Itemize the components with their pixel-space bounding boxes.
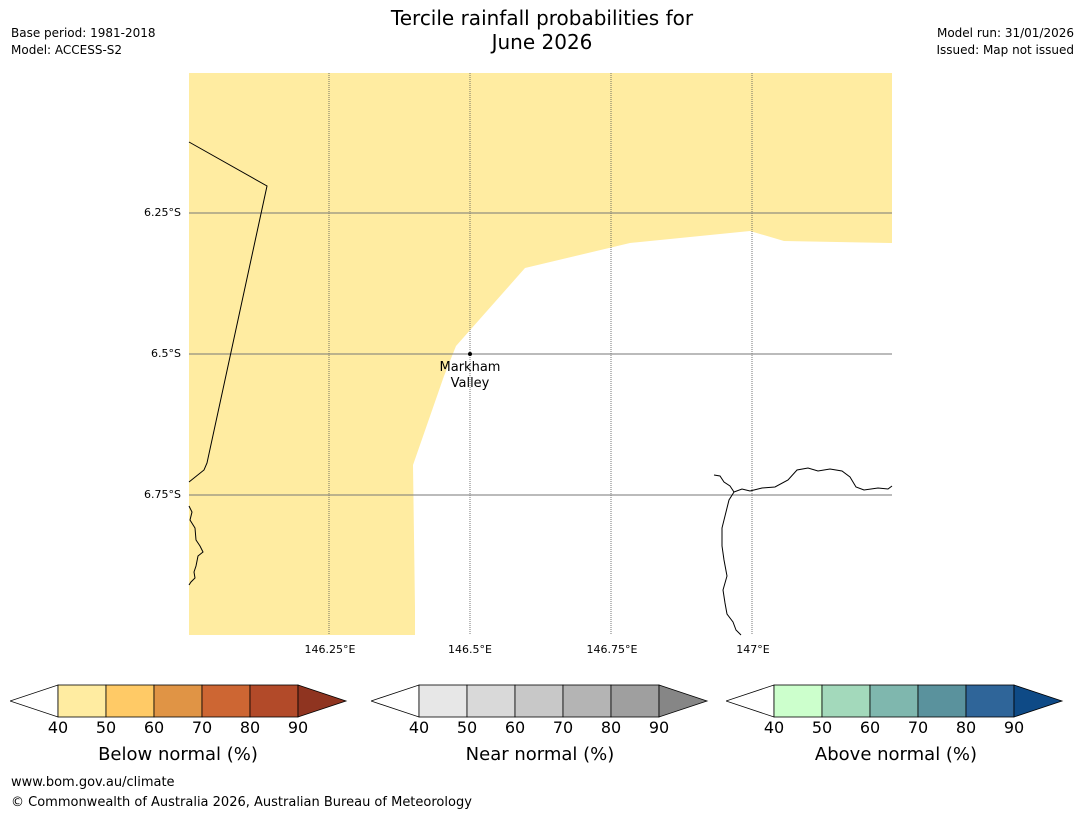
- legend-near-normal-bar: [371, 684, 709, 718]
- legend-above-normal-bar: [726, 684, 1064, 718]
- lon-label-146-25e: 146.25°E: [304, 643, 356, 656]
- model-run-text: Model run: 31/01/2026: [936, 26, 1074, 40]
- footer-url[interactable]: www.bom.gov.au/climate: [11, 775, 175, 790]
- legend-tick-label: 70: [907, 718, 929, 737]
- legend-tick-label: 80: [239, 718, 261, 737]
- coastline-east: [713, 467, 893, 493]
- legend-segment: [57, 684, 107, 718]
- legend-segment: [249, 684, 299, 718]
- legend-left-arrow: [726, 684, 775, 718]
- border-line: [188, 141, 268, 483]
- legend-segment: [773, 684, 823, 718]
- legend-tick-label: 40: [763, 718, 785, 737]
- lon-label-147e: 147°E: [736, 643, 770, 656]
- coastlines: [188, 141, 893, 636]
- issued-text: Issued: Map not issued: [936, 43, 1074, 57]
- legend-segment: [869, 684, 919, 718]
- markham-valley-point: [468, 352, 472, 356]
- place-name-line-1: Markham: [439, 360, 501, 375]
- legend-tick-label: 80: [955, 718, 977, 737]
- legend-tick-label: 80: [600, 718, 622, 737]
- legend-tick-label: 70: [191, 718, 213, 737]
- legend-right-arrow: [297, 684, 348, 718]
- place-name-line-2: Valley: [450, 376, 490, 391]
- title-line-1: Tercile rainfall probabilities for: [390, 6, 694, 30]
- legend-segment: [610, 684, 660, 718]
- legend-tick-label: 60: [504, 718, 526, 737]
- legend-right-arrow: [1013, 684, 1064, 718]
- title-line-2: June 2026: [491, 30, 593, 54]
- legend-tick-label: 90: [287, 718, 309, 737]
- legend-above-normal-title: Above normal (%): [814, 744, 978, 765]
- coastline-west: [188, 505, 204, 586]
- legend-tick-label: 90: [1003, 718, 1025, 737]
- legend-tick-label: 60: [143, 718, 165, 737]
- model-text: Model: ACCESS-S2: [11, 43, 123, 57]
- lat-label-6-75s: 6.75°S: [144, 488, 181, 501]
- legend-tick-label: 50: [456, 718, 478, 737]
- legend-segment: [965, 684, 1015, 718]
- legend-tick-label: 90: [648, 718, 670, 737]
- lon-label-146-75e: 146.75°E: [586, 643, 638, 656]
- legend-tick-label: 40: [408, 718, 430, 737]
- legend-segment: [153, 684, 203, 718]
- legend-below-normal-bar: [10, 684, 348, 718]
- legend-left-arrow: [371, 684, 420, 718]
- legend-segment: [514, 684, 564, 718]
- legend-right-arrow: [658, 684, 709, 718]
- legend-segment: [418, 684, 468, 718]
- lat-label-6-5s: 6.5°S: [151, 347, 181, 360]
- legend-segment: [466, 684, 516, 718]
- base-period-text: Base period: 1981-2018: [11, 26, 156, 40]
- legend-tick-label: 70: [552, 718, 574, 737]
- legend-tick-label: 50: [811, 718, 833, 737]
- coastline-south: [721, 491, 742, 636]
- legend-tick-label: 60: [859, 718, 881, 737]
- legend-segment: [821, 684, 871, 718]
- legend-near-normal-title: Near normal (%): [465, 744, 615, 765]
- lat-label-6-25s: 6.25°S: [144, 206, 181, 219]
- meta-right: Model run: 31/01/2026 Issued: Map not is…: [936, 25, 1074, 59]
- legend-left-arrow: [10, 684, 59, 718]
- legend-segment: [105, 684, 155, 718]
- legend-tick-label: 40: [47, 718, 69, 737]
- place-label-markham-valley: Markham Valley: [430, 360, 510, 392]
- footer-copyright: © Commonwealth of Australia 2026, Austra…: [11, 795, 472, 810]
- legend-tick-label: 50: [95, 718, 117, 737]
- map-title: Tercile rainfall probabilities for June …: [342, 6, 742, 54]
- latitude-gridlines: [189, 212, 892, 496]
- legend-segment: [201, 684, 251, 718]
- legend-segment: [917, 684, 967, 718]
- legend-below-normal-title: Below normal (%): [98, 744, 258, 765]
- meta-left: Base period: 1981-2018 Model: ACCESS-S2: [11, 25, 156, 59]
- lon-label-146-5e: 146.5°E: [448, 643, 492, 656]
- legend-segment: [562, 684, 612, 718]
